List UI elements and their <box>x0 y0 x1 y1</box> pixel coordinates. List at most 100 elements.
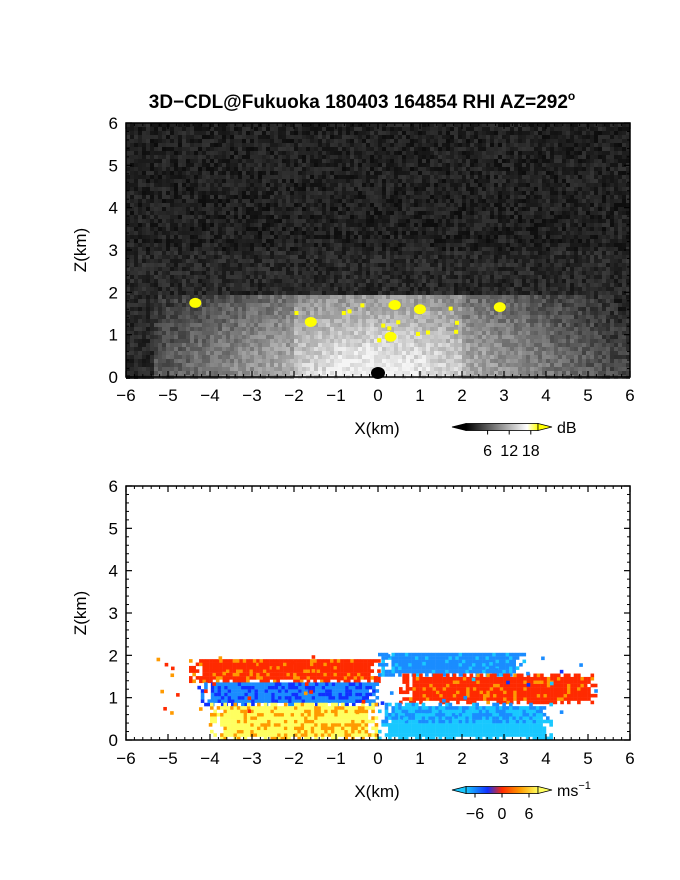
reflectivity-cell <box>226 159 230 163</box>
reflectivity-cell <box>350 243 354 247</box>
reflectivity-cell <box>238 147 242 151</box>
reflectivity-cell <box>402 203 406 207</box>
reflectivity-cell <box>314 147 318 151</box>
reflectivity-cell <box>358 263 362 267</box>
reflectivity-cell <box>394 239 398 243</box>
reflectivity-cell <box>130 155 134 159</box>
reflectivity-cell <box>266 139 270 143</box>
reflectivity-cell <box>350 291 354 295</box>
reflectivity-cell <box>182 155 186 159</box>
reflectivity-cell <box>422 187 426 191</box>
reflectivity-cell <box>190 359 194 363</box>
reflectivity-cell <box>162 123 166 127</box>
reflectivity-cell <box>186 255 190 259</box>
reflectivity-cell <box>294 131 298 135</box>
reflectivity-cell <box>298 243 302 247</box>
reflectivity-cell <box>382 203 386 207</box>
reflectivity-cell <box>426 367 430 371</box>
reflectivity-cell <box>334 343 338 347</box>
reflectivity-cell <box>158 155 162 159</box>
reflectivity-cell <box>146 127 150 131</box>
reflectivity-cell <box>202 179 206 183</box>
reflectivity-cell <box>366 175 370 179</box>
reflectivity-cell <box>342 347 346 351</box>
reflectivity-cell <box>166 347 170 351</box>
reflectivity-cell <box>186 347 190 351</box>
reflectivity-cell <box>138 199 142 203</box>
reflectivity-cell <box>314 251 318 255</box>
reflectivity-cell <box>358 359 362 363</box>
reflectivity-cell <box>334 267 338 271</box>
reflectivity-cell <box>302 179 306 183</box>
reflectivity-cell <box>182 307 186 311</box>
reflectivity-cell <box>394 323 398 327</box>
reflectivity-cell <box>422 255 426 259</box>
reflectivity-cell <box>250 179 254 183</box>
reflectivity-cell <box>270 315 274 319</box>
reflectivity-cell <box>314 315 318 319</box>
reflectivity-cell <box>342 263 346 267</box>
reflectivity-cell <box>310 343 314 347</box>
reflectivity-cell <box>374 343 378 347</box>
reflectivity-cell <box>374 163 378 167</box>
reflectivity-cell <box>410 331 414 335</box>
reflectivity-cell <box>158 311 162 315</box>
reflectivity-cell <box>298 199 302 203</box>
reflectivity-cell <box>342 139 346 143</box>
reflectivity-cell <box>322 359 326 363</box>
reflectivity-cell <box>238 127 242 131</box>
reflectivity-cell <box>266 359 270 363</box>
reflectivity-cell <box>382 159 386 163</box>
reflectivity-cell <box>318 143 322 147</box>
reflectivity-cell <box>282 243 286 247</box>
reflectivity-cell <box>206 219 210 223</box>
reflectivity-cell <box>382 123 386 127</box>
reflectivity-cell <box>390 275 394 279</box>
reflectivity-cell <box>398 235 402 239</box>
reflectivity-cell <box>298 171 302 175</box>
reflectivity-cell <box>230 151 234 155</box>
reflectivity-cell <box>258 127 262 131</box>
reflectivity-cell <box>338 211 342 215</box>
reflectivity-cell <box>214 211 218 215</box>
reflectivity-cell <box>254 351 258 355</box>
reflectivity-cell <box>434 151 438 155</box>
reflectivity-cell <box>370 139 374 143</box>
reflectivity-cell <box>298 279 302 283</box>
reflectivity-cell <box>138 247 142 251</box>
reflectivity-cell <box>342 235 346 239</box>
reflectivity-cell <box>182 351 186 355</box>
reflectivity-cell <box>262 167 266 171</box>
reflectivity-cell <box>358 291 362 295</box>
reflectivity-cell <box>346 127 350 131</box>
reflectivity-cell <box>370 227 374 231</box>
reflectivity-cell <box>402 159 406 163</box>
reflectivity-cell <box>354 347 358 351</box>
reflectivity-cell <box>370 271 374 275</box>
reflectivity-cell <box>234 371 238 375</box>
reflectivity-cell <box>390 139 394 143</box>
reflectivity-cell <box>218 239 222 243</box>
reflectivity-cell <box>242 239 246 243</box>
reflectivity-cell <box>182 175 186 179</box>
reflectivity-cell <box>154 223 158 227</box>
reflectivity-cell <box>198 363 202 367</box>
reflectivity-cell <box>358 259 362 263</box>
reflectivity-cell <box>218 323 222 327</box>
reflectivity-cell <box>334 275 338 279</box>
reflectivity-cell <box>250 183 254 187</box>
reflectivity-cell <box>382 299 386 303</box>
reflectivity-cell <box>322 339 326 343</box>
reflectivity-cell <box>206 371 210 375</box>
reflectivity-cell <box>302 311 306 315</box>
reflectivity-cell <box>246 219 250 223</box>
reflectivity-cell <box>294 155 298 159</box>
reflectivity-cell <box>346 183 350 187</box>
reflectivity-cell <box>242 299 246 303</box>
reflectivity-cell <box>234 251 238 255</box>
reflectivity-cell <box>266 239 270 243</box>
reflectivity-cell <box>346 355 350 359</box>
reflectivity-cell <box>406 187 410 191</box>
reflectivity-cell <box>254 363 258 367</box>
reflectivity-cell <box>270 299 274 303</box>
